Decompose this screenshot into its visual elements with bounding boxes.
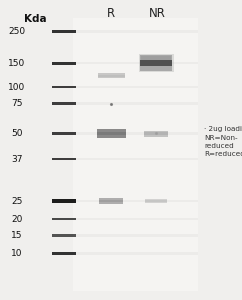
Bar <box>76 102 198 105</box>
Bar <box>97 129 126 138</box>
Bar <box>76 218 198 220</box>
Text: NR: NR <box>149 7 166 20</box>
Bar <box>98 73 125 78</box>
Bar <box>76 158 198 160</box>
Text: 37: 37 <box>11 154 23 164</box>
Bar <box>52 158 76 160</box>
Bar <box>97 132 126 135</box>
Bar <box>140 60 172 66</box>
Bar <box>52 61 76 64</box>
Text: Kda: Kda <box>24 14 46 25</box>
Bar <box>52 30 76 33</box>
Bar <box>73 18 198 291</box>
Bar <box>52 86 76 88</box>
Bar <box>99 198 123 204</box>
Bar <box>140 55 172 71</box>
Bar <box>52 234 76 237</box>
Bar <box>76 132 198 135</box>
Bar <box>145 200 167 202</box>
Bar <box>141 56 171 60</box>
Bar <box>139 54 174 72</box>
Bar <box>52 252 76 255</box>
Text: 20: 20 <box>11 214 23 224</box>
Text: 10: 10 <box>11 249 23 258</box>
Bar <box>98 75 125 76</box>
Text: 15: 15 <box>11 231 23 240</box>
Bar <box>76 30 198 33</box>
Bar <box>76 234 198 237</box>
Bar <box>52 132 76 135</box>
Text: 100: 100 <box>8 82 26 91</box>
Bar <box>76 86 198 88</box>
Text: · 2ug loading
NR=Non-
reduced
R=reduced: · 2ug loading NR=Non- reduced R=reduced <box>204 126 242 158</box>
Bar <box>52 102 76 105</box>
Bar <box>52 199 76 203</box>
Text: 50: 50 <box>11 129 23 138</box>
Bar <box>76 62 198 64</box>
Text: 250: 250 <box>8 27 25 36</box>
Text: 25: 25 <box>11 196 23 206</box>
Bar <box>76 200 198 202</box>
Bar <box>99 200 123 202</box>
Bar <box>144 130 168 136</box>
Text: R: R <box>107 7 115 20</box>
Text: 75: 75 <box>11 99 23 108</box>
Text: 150: 150 <box>8 58 26 68</box>
Bar <box>76 252 198 255</box>
Bar <box>52 218 76 220</box>
Bar <box>144 132 168 135</box>
Bar <box>145 199 167 203</box>
